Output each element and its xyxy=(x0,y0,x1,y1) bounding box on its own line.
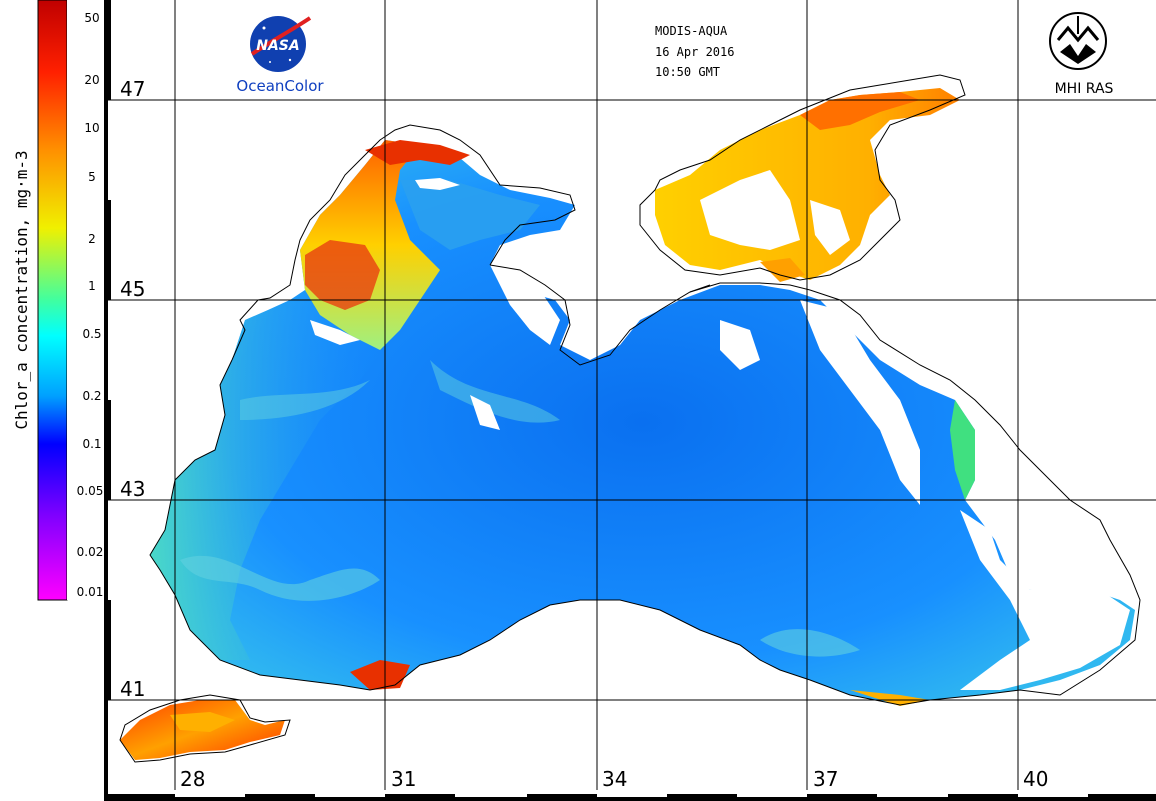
header-info: MODIS-AQUA 16 Apr 2016 10:50 GMT xyxy=(655,24,734,79)
cb-tick-1: 1 xyxy=(88,279,96,293)
colorbar-gradient xyxy=(37,0,68,601)
coastline xyxy=(119,74,1141,763)
lon-label-31: 31 xyxy=(391,767,416,791)
oceancolor-caption: OceanColor xyxy=(236,77,324,95)
cb-tick-0-05: 0.05 xyxy=(77,484,104,498)
time-label: 10:50 GMT xyxy=(655,65,720,79)
nasa-wordmark: NASA xyxy=(256,38,299,54)
colorbar: 50 20 10 5 2 1 0.5 0.2 0.1 0.05 0.02 0.0… xyxy=(12,0,104,601)
latitude-labels: 47 45 43 41 xyxy=(120,77,145,701)
lat-label-41: 41 xyxy=(120,677,145,701)
mhi-ras-caption: MHI RAS xyxy=(1055,81,1114,97)
lon-label-34: 34 xyxy=(602,767,627,791)
black-sea xyxy=(150,140,1135,706)
lat-label-43: 43 xyxy=(120,477,145,501)
cb-tick-0-1: 0.1 xyxy=(82,437,101,451)
sensor-label: MODIS-AQUA xyxy=(655,24,728,38)
cb-tick-0-5: 0.5 xyxy=(82,327,101,341)
nasa-logo: NASA OceanColor xyxy=(236,16,324,95)
cb-tick-0-2: 0.2 xyxy=(82,389,101,403)
bottom-ruler xyxy=(108,794,1156,801)
cb-tick-50: 50 xyxy=(84,11,99,25)
lat-label-45: 45 xyxy=(120,277,145,301)
lon-label-37: 37 xyxy=(813,767,838,791)
cb-tick-2: 2 xyxy=(88,232,96,246)
cb-tick-0-02: 0.02 xyxy=(77,545,104,559)
sea-of-marmara xyxy=(120,700,285,760)
colorbar-title: Chlor_a concentration, mg·m-3 xyxy=(12,150,31,429)
cb-tick-0-01: 0.01 xyxy=(77,585,104,599)
left-ruler xyxy=(104,0,111,801)
cb-tick-10: 10 xyxy=(84,121,99,135)
mhi-ras-logo: MHI RAS xyxy=(1049,12,1114,97)
cb-tick-5: 5 xyxy=(88,170,96,184)
cloud-patches xyxy=(310,178,1130,690)
graticule xyxy=(108,0,1156,790)
date-label: 16 Apr 2016 xyxy=(655,45,734,59)
longitude-labels: 28 31 34 37 40 xyxy=(180,767,1048,791)
lat-label-47: 47 xyxy=(120,77,145,101)
lon-label-40: 40 xyxy=(1023,767,1048,791)
cb-tick-20: 20 xyxy=(84,73,99,87)
lon-label-28: 28 xyxy=(180,767,205,791)
